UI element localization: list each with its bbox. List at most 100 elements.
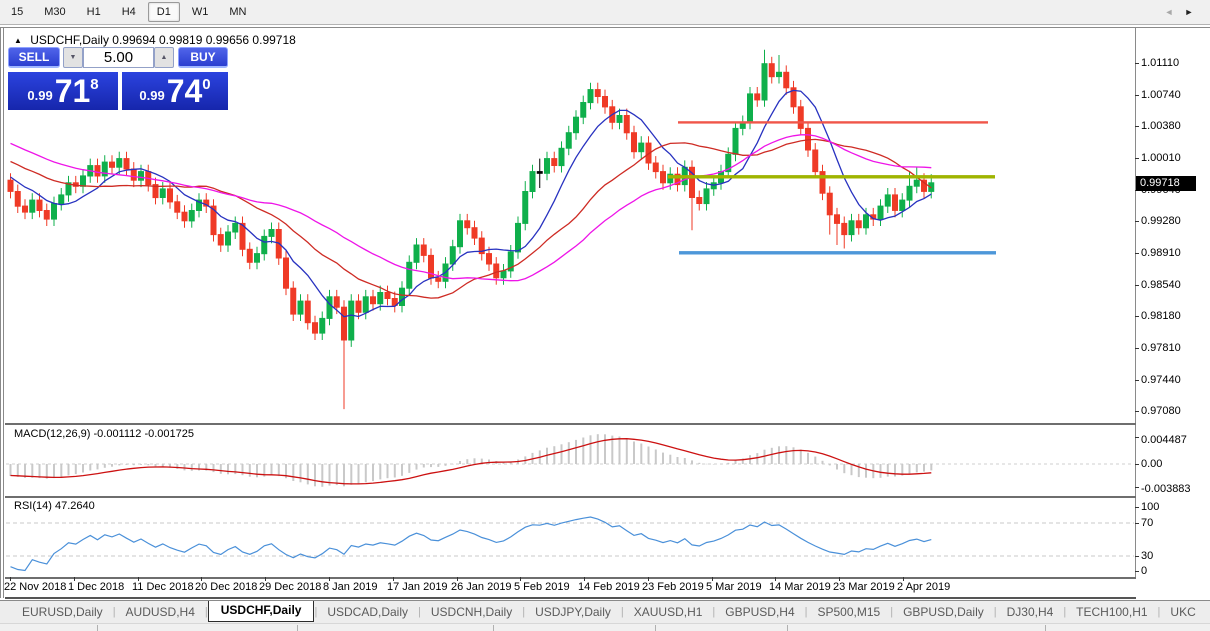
price-axis-label: 1.00010 (1141, 151, 1181, 164)
timeframe-button-m30[interactable]: M30 (44, 6, 66, 18)
rsi-axis-tick (1135, 571, 1139, 572)
rsi-axis-label: 70 (1141, 517, 1154, 529)
date-axis-label: 26 Jan 2019 (451, 581, 512, 593)
price-axis-tick (1135, 284, 1139, 286)
symbol-tab-eurusd-daily[interactable]: EURUSD,Daily (22, 605, 103, 619)
macd-label: MACD(12,26,9) -0.001112 -0.001725 (14, 428, 194, 440)
volume-decrease-button[interactable]: ▼ (63, 47, 83, 68)
sell-price-display[interactable]: 0.99 71 8 (8, 72, 118, 110)
tab-separator: | (1063, 606, 1067, 618)
tab-separator: | (522, 606, 526, 618)
price-axis-border (1135, 28, 1136, 577)
rsi-panel-splitter[interactable] (5, 496, 1136, 498)
price-axis-tick (1135, 157, 1139, 159)
price-axis-label: 1.01110 (1141, 56, 1180, 69)
timeframe-button-mn[interactable]: MN (229, 6, 247, 18)
date-axis-label: 20 Dec 2018 (195, 581, 258, 593)
price-axis-tick (1135, 220, 1139, 222)
date-axis-label: 8 Jan 2019 (323, 581, 378, 593)
timeframe-button-h4[interactable]: H4 (121, 6, 136, 18)
tab-separator: | (890, 606, 894, 618)
date-axis-label: 29 Dec 2018 (259, 581, 322, 593)
date-axis-label: 23 Feb 2019 (642, 581, 704, 593)
buy-button[interactable]: BUY (178, 47, 228, 68)
status-bar-separator (297, 625, 298, 631)
sell-price-prefix: 0.99 (27, 88, 53, 103)
macd-axis-label: -0.003883 (1141, 483, 1191, 495)
date-axis-label: 5 Feb 2019 (514, 581, 570, 593)
tab-separator: | (204, 606, 208, 618)
status-bar (0, 623, 1210, 631)
chart-title-ohlc: 0.99694 0.99819 0.99656 0.99718 (112, 33, 296, 47)
date-axis-tick (265, 577, 266, 581)
chart-title-symbol: USDCHF,Daily (30, 33, 109, 47)
rsi-axis-tick (1135, 507, 1139, 508)
date-axis-label: 23 Mar 2019 (833, 581, 895, 593)
price-axis-label: 0.99280 (1141, 214, 1181, 227)
price-axis-tick (1135, 94, 1139, 96)
chart-window-bottom-border (5, 597, 1136, 599)
date-axis-tick (138, 577, 139, 581)
sell-button[interactable]: SELL (8, 47, 60, 68)
tabs-scroll-right-button[interactable]: ► (1184, 7, 1194, 17)
chart-collapse-icon[interactable]: ▲ (14, 36, 22, 45)
symbol-tab-audusd-h4[interactable]: AUDUSD,H4 (125, 605, 195, 619)
tab-separator: | (314, 606, 318, 618)
symbol-tab-dj30-h4[interactable]: DJ30,H4 (1006, 605, 1054, 619)
symbol-tab-usdjpy-daily[interactable]: USDJPY,Daily (535, 605, 611, 619)
date-axis-tick (393, 577, 394, 581)
symbol-tab-gbpusd-h4[interactable]: GBPUSD,H4 (725, 605, 795, 619)
rsi-name: RSI(14) (14, 500, 52, 512)
tab-separator: | (1157, 606, 1161, 618)
macd-name: MACD(12,26,9) (14, 428, 91, 440)
symbol-tab-xauusd-h1[interactable]: XAUUSD,H1 (633, 605, 703, 619)
tabs-scroll-left-button[interactable]: ◄ (1164, 7, 1174, 17)
price-axis-label: 1.00380 (1141, 119, 1181, 132)
price-axis-label: 0.98180 (1141, 309, 1181, 322)
tab-separator: | (620, 606, 624, 618)
price-axis-tick (1135, 410, 1139, 412)
rsi-label: RSI(14) 47.2640 (14, 500, 95, 512)
timeframe-button-15[interactable]: 15 (11, 6, 24, 18)
symbol-tab-sp500-m15[interactable]: SP500,M15 (817, 605, 881, 619)
price-axis-label: 0.98910 (1141, 246, 1181, 259)
chart-tab-bar: EURUSD,Daily | AUDUSD,H4 | USDCHF,Daily | USDC… (0, 600, 1210, 623)
tab-separator: | (993, 606, 997, 618)
symbol-tab-usdcad-daily[interactable]: USDCAD,Daily (327, 605, 408, 619)
symbol-tab-gbpusd-daily[interactable]: GBPUSD,Daily (903, 605, 984, 619)
date-axis-tick (839, 577, 840, 581)
one-click-trading-panel: SELL ▼ ▲ BUY 0.99 71 8 0.99 74 0 (8, 47, 228, 110)
macd-axis-tick (1135, 487, 1139, 488)
macd-axis-tick (1135, 437, 1139, 438)
timeframe-button-d1[interactable]: D1 (147, 2, 180, 22)
buy-price-prefix: 0.99 (139, 88, 165, 103)
chart-window-left-border-inner (3, 27, 4, 598)
symbol-tab-usdchf-daily[interactable]: USDCHF,Daily (207, 601, 315, 622)
timeframe-button-w1[interactable]: W1 (191, 6, 209, 18)
rsi-axis-label: 100 (1141, 501, 1160, 513)
date-axis-tick (201, 577, 202, 581)
symbol-tab-ukc[interactable]: UKC (1170, 605, 1196, 619)
timeframe-toolbar: 15 M30 H1 H4 D1 W1 MN (0, 0, 1210, 25)
buy-price-main: 74 (166, 73, 203, 109)
buy-price-pip: 0 (202, 76, 211, 93)
status-bar-separator (493, 625, 494, 631)
price-axis-label: 0.97810 (1141, 341, 1181, 354)
macd-panel-splitter[interactable] (5, 423, 1136, 425)
symbol-tab-usdcnh-daily[interactable]: USDCNH,Daily (430, 605, 513, 619)
buy-price-display[interactable]: 0.99 74 0 (122, 72, 228, 110)
volume-input[interactable] (83, 47, 154, 68)
date-axis-tick (74, 577, 75, 581)
price-axis-tick (1135, 347, 1139, 349)
tab-separator: | (112, 606, 116, 618)
price-axis-label: 0.97080 (1141, 404, 1181, 417)
timeframe-button-h1[interactable]: H1 (86, 6, 101, 18)
volume-increase-button[interactable]: ▲ (154, 47, 174, 68)
symbol-tab-tech100-h1[interactable]: TECH100,H1 (1076, 605, 1148, 619)
date-axis-tick (584, 577, 585, 581)
macd-axis-label: 0.00 (1141, 458, 1163, 470)
chart-window-left-border-outer (0, 27, 1, 598)
price-axis-tick (1135, 62, 1139, 64)
macd-axis-label: 0.004487 (1141, 434, 1187, 446)
